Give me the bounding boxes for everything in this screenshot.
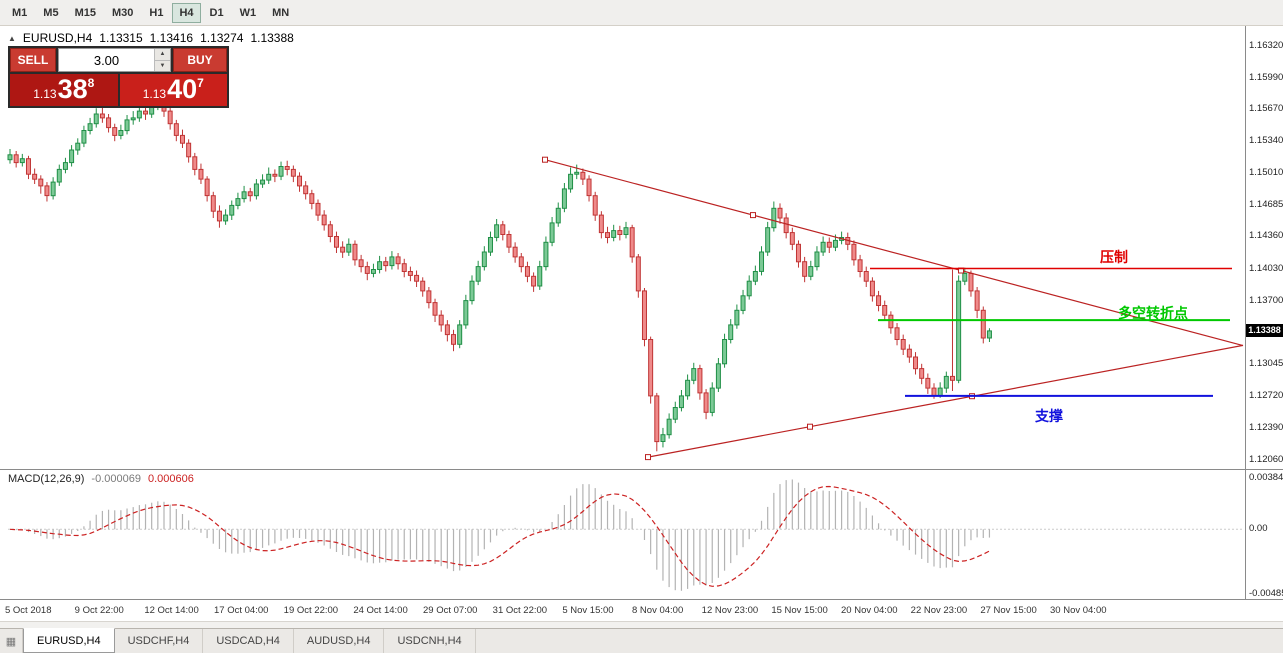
timeframe-button-d1[interactable]: D1 <box>203 3 231 23</box>
sell-price-prefix: 1.13 <box>33 87 57 101</box>
ascending-trendline-handle[interactable] <box>645 454 651 461</box>
timeframe-button-mn[interactable]: MN <box>265 3 296 23</box>
bull-bear-pivot-line-label[interactable]: 多空转折点 <box>1118 305 1188 321</box>
candles-layer <box>7 96 992 452</box>
macd-name: MACD(12,26,9) <box>8 473 85 485</box>
time-axis-label: 29 Oct 07:00 <box>423 605 478 616</box>
descending-trendline-handle[interactable] <box>750 212 756 219</box>
time-axis-label: 5 Nov 15:00 <box>562 605 614 616</box>
chart-title-low: 1.13274 <box>200 31 244 45</box>
timeframe-toolbar: M1 M5 M15 M30 H1 H4 D1 W1 MN <box>0 0 1283 26</box>
chart-title-open: 1.13315 <box>99 31 143 45</box>
tab-usdcad-h4[interactable]: USDCAD,H4 <box>203 629 294 653</box>
price-axis-label: 1.14685 <box>1249 198 1283 210</box>
time-axis-label: 19 Oct 22:00 <box>283 605 339 616</box>
timeframe-button-h4[interactable]: H4 <box>172 2 201 23</box>
buy-price-sup: 7 <box>197 76 204 90</box>
macd-signal-line <box>9 485 990 587</box>
window-list-icon[interactable]: ▦ <box>0 629 23 653</box>
time-axis-label: 9 Oct 22:00 <box>74 605 124 616</box>
macd-histogram <box>15 479 991 591</box>
price-axis[interactable]: 1.16320 1.15990 1.15670 1.15340 1.15010 1.146… <box>1245 26 1283 470</box>
sell-price-sup: 8 <box>87 76 95 90</box>
price-chart: ▲ EURUSD,H4 1.13315 1.13416 1.13274 1.13… <box>0 26 1245 470</box>
macd-axis[interactable]: 0.00384 0.00 -0.00485 <box>1245 470 1283 600</box>
lot-spinner: ▲ ▼ <box>154 49 170 71</box>
descending-trendline-handle[interactable] <box>542 156 548 163</box>
timeframe-button-m30[interactable]: M30 <box>105 3 140 23</box>
ascending-trendline[interactable] <box>647 344 1244 458</box>
timeframe-button-h1[interactable]: H1 <box>142 3 170 23</box>
price-axis-label: 1.16320 <box>1249 40 1283 51</box>
current-price-tag: 1.13388 <box>1246 323 1283 337</box>
price-axis-label: 1.14030 <box>1249 262 1283 274</box>
chart-title-symbol: EURUSD,H4 <box>22 31 93 45</box>
time-axis-label: 15 Nov 15:00 <box>771 605 828 616</box>
chart-title-close: 1.13388 <box>250 31 294 45</box>
macd-plot[interactable] <box>0 470 1245 600</box>
descending-trendline[interactable] <box>544 159 1244 347</box>
lot-size-input[interactable]: ▲ ▼ <box>58 48 171 72</box>
ascending-trendline-handle[interactable] <box>807 423 813 430</box>
time-axis-label: 12 Oct 14:00 <box>144 605 199 616</box>
buy-button[interactable]: BUY <box>173 48 227 72</box>
lot-decrease-button[interactable]: ▼ <box>155 60 170 71</box>
sell-button[interactable]: SELL <box>10 48 56 72</box>
price-axis-label: 1.12390 <box>1249 421 1283 433</box>
support-line-label[interactable]: 支撑 <box>1035 408 1063 424</box>
chart-title: ▲ EURUSD,H4 1.13315 1.13416 1.13274 1.13… <box>8 31 294 45</box>
macd-axis-zero: 0.00 <box>1249 523 1268 535</box>
macd-value: -0.000069 <box>91 473 141 485</box>
buy-price-big: 40 <box>167 74 198 104</box>
time-axis-label: 31 Oct 22:00 <box>492 605 548 616</box>
horizontal-scrollbar[interactable] <box>0 621 1283 628</box>
buy-price-display[interactable]: 1.13 40 7 <box>119 74 227 106</box>
price-axis-label: 1.12720 <box>1249 389 1283 401</box>
tab-usdchf-h4[interactable]: USDCHF,H4 <box>115 629 204 653</box>
price-axis-label: 1.15990 <box>1249 72 1283 84</box>
chart-title-high: 1.13416 <box>149 31 194 45</box>
tab-usdcnh-h4[interactable]: USDCNH,H4 <box>384 629 476 653</box>
buy-price-prefix: 1.13 <box>142 87 167 101</box>
timeframe-button-m15[interactable]: M15 <box>68 3 103 23</box>
timeframe-button-m5[interactable]: M5 <box>36 3 65 23</box>
lot-increase-button[interactable]: ▲ <box>155 49 170 61</box>
sell-price-display[interactable]: 1.13 38 8 <box>10 74 118 106</box>
macd-signal-value: 0.000606 <box>147 473 194 485</box>
time-axis-label: 22 Nov 23:00 <box>910 605 968 616</box>
macd-axis-top: 0.00384 <box>1249 472 1283 483</box>
time-axis-label: 5 Oct 2018 <box>5 605 52 616</box>
time-axis-label: 8 Nov 04:00 <box>632 605 684 616</box>
price-axis-label: 1.15670 <box>1249 103 1283 115</box>
macd-indicator-label: MACD(12,26,9) -0.000069 0.000606 <box>8 473 194 485</box>
time-axis-label: 20 Nov 04:00 <box>841 605 898 616</box>
collapse-panel-icon[interactable]: ▲ <box>8 33 16 43</box>
time-axis[interactable]: 5 Oct 2018 9 Oct 22:00 12 Oct 14:00 17 Oct … <box>0 600 1283 621</box>
tab-eurusd-h4[interactable]: EURUSD,H4 <box>23 628 115 653</box>
resistance-line-label[interactable]: 压制 <box>1100 249 1128 265</box>
price-axis-label: 1.14360 <box>1249 230 1283 242</box>
price-axis-label: 1.12060 <box>1249 454 1283 465</box>
macd-axis-bottom: -0.00485 <box>1249 588 1283 599</box>
price-plot[interactable] <box>0 26 1245 470</box>
price-axis-label: 1.15340 <box>1249 135 1283 147</box>
time-axis-label: 17 Oct 04:00 <box>214 605 269 616</box>
price-axis-label: 1.13045 <box>1249 358 1283 370</box>
price-axis-label: 1.13700 <box>1249 294 1283 306</box>
tab-strip: EURUSD,H4 USDCHF,H4 USDCAD,H4 AUDUSD,H4 USDC… <box>23 628 476 653</box>
price-axis-label: 1.15010 <box>1249 167 1283 179</box>
lot-size-value[interactable] <box>59 49 154 71</box>
time-axis-label: 24 Oct 14:00 <box>353 605 408 616</box>
macd-panel: MACD(12,26,9) -0.000069 0.000606 <box>0 470 1245 600</box>
sell-price-big: 38 <box>57 74 88 104</box>
chart-tab-bar: ▦ EURUSD,H4 USDCHF,H4 USDCAD,H4 AUDUSD,H4 US… <box>0 628 1283 653</box>
timeframe-button-w1[interactable]: W1 <box>233 3 264 23</box>
tab-audusd-h4[interactable]: AUDUSD,H4 <box>294 629 385 653</box>
time-axis-label: 30 Nov 04:00 <box>1050 605 1107 616</box>
time-axis-label: 12 Nov 23:00 <box>701 605 759 616</box>
timeframe-button-m1[interactable]: M1 <box>5 3 34 23</box>
time-axis-label: 27 Nov 15:00 <box>980 605 1037 616</box>
